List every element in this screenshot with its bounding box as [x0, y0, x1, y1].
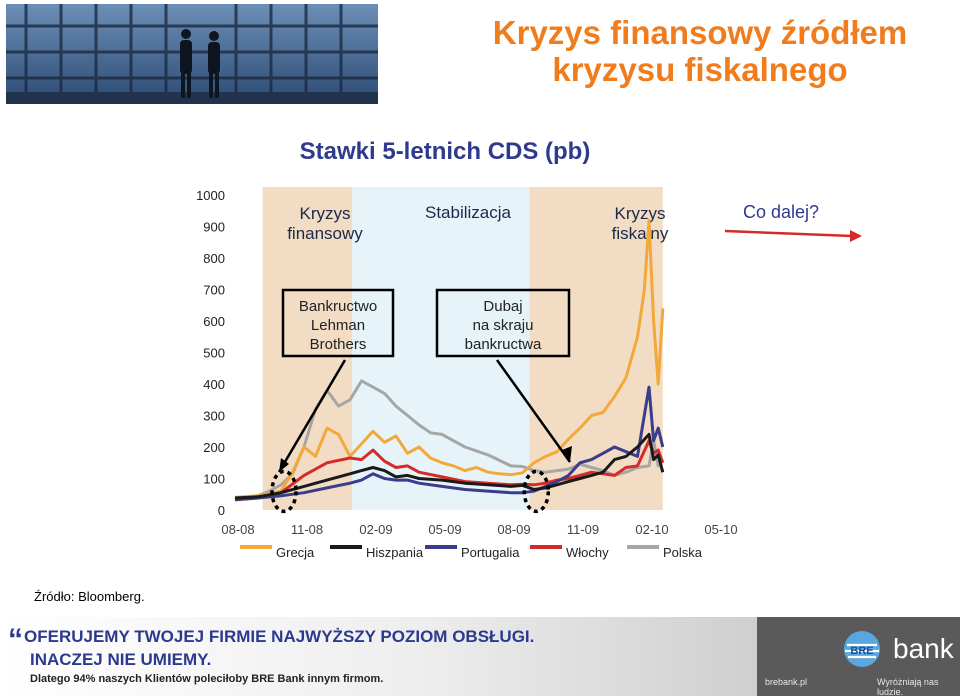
annotation-arrowhead	[562, 446, 572, 462]
annotation-arrow	[277, 359, 347, 473]
period-label-line: Kryzys	[615, 204, 666, 223]
series-line-portugalia	[234, 385, 665, 502]
period-label-line: finansowy	[287, 224, 363, 243]
annotation-text: Brothers	[310, 336, 367, 353]
next-label: Co dalej?	[724, 202, 862, 242]
series-lines	[234, 218, 665, 502]
annotation-0: Bankructwo Lehman Brothers	[270, 288, 395, 514]
quote-mark-icon: “	[8, 623, 23, 656]
legend-label: Hiszpania	[366, 545, 424, 560]
period-label-1: Stabilizacja	[425, 203, 512, 222]
header-photo	[6, 4, 378, 104]
y-tick-label: 0	[218, 503, 225, 518]
x-tick-label: 11-08	[291, 522, 323, 537]
annotation-arrowhead	[279, 458, 289, 472]
annotation-marker	[522, 469, 551, 514]
bank-slogan: Wyróżniają nas ludzie.	[877, 677, 939, 697]
annotation-text: Lehman	[311, 317, 365, 334]
ad-banner[interactable]: “ OFERUJEMY TWOJEJ FIRMIE NAJWYŻSZY POZI…	[0, 617, 960, 697]
annotation-1: Dubaj na skraju bankructwa	[435, 288, 572, 514]
y-tick-label: 500	[203, 346, 225, 361]
x-tick-label: 05-09	[428, 522, 461, 537]
source-note: Źródło: Bloomberg.	[34, 589, 145, 604]
annotation-text: Bankructwo	[299, 298, 377, 315]
series-line-włochy	[234, 439, 665, 502]
legend-entry-polska: Polska	[627, 545, 703, 560]
period-label-line: Kryzys	[300, 204, 351, 223]
y-tick-label: 1000	[196, 188, 225, 203]
bre-globe-icon: BRE	[844, 631, 880, 667]
svg-text:BRE: BRE	[850, 645, 873, 657]
bank-logo-word: bank	[893, 633, 954, 664]
annotation-box	[435, 288, 571, 358]
period-label-line: Stabilizacja	[425, 203, 512, 222]
y-tick-label: 300	[203, 409, 225, 424]
ad-subheadline: INACZEJ NIE UMIEMY.	[30, 650, 212, 669]
legend-label: Polska	[663, 545, 703, 560]
y-tick-label: 600	[203, 314, 225, 329]
ad-note: Dlatego 94% naszych Klientów poleciłoby …	[30, 673, 384, 685]
bank-logo-panel: BRE bank brebank.pl Wyróżniają nas ludzi…	[757, 617, 960, 697]
y-tick-label: 800	[203, 251, 225, 266]
annotation-text: bankructwa	[465, 336, 542, 353]
y-tick-label: 400	[203, 377, 225, 392]
next-label-text: Co dalej?	[743, 202, 819, 222]
office-photo-image	[6, 4, 378, 104]
series-line-grecja	[234, 218, 665, 499]
x-tick-label: 02-09	[359, 522, 392, 537]
legend-label: Grecja	[276, 545, 315, 560]
next-arrowhead	[850, 230, 862, 242]
legend-label: Portugalia	[461, 545, 520, 560]
x-tick-label: 08-08	[221, 522, 254, 537]
annotation-arrow	[495, 359, 572, 463]
period-band-1	[352, 187, 530, 510]
y-tick-label: 900	[203, 220, 225, 235]
next-arrow-line	[724, 229, 853, 238]
y-axis: 0 100 200 300 400 500 600 700 800 900 1000	[196, 188, 225, 518]
legend: Grecja Hiszpania Portugalia Włochy Polska	[240, 545, 703, 560]
legend-label: Włochy	[566, 545, 609, 560]
annotation-marker	[270, 469, 298, 514]
chart-title: Stawki 5-letnich CDS (pb)	[299, 138, 591, 165]
annotation-box	[281, 288, 395, 358]
period-label-line: fiskalny	[612, 224, 669, 243]
legend-entry-grecja: Grecja	[240, 545, 315, 560]
ad-text-panel: “ OFERUJEMY TWOJEJ FIRMIE NAJWYŻSZY POZI…	[0, 617, 757, 696]
y-tick-label: 200	[203, 440, 225, 455]
legend-entry-hiszpania: Hiszpania	[330, 545, 424, 560]
legend-entry-włochy: Włochy	[530, 545, 609, 560]
y-tick-label: 100	[203, 472, 225, 487]
page-title: Kryzys finansowy źródłem kryzysu fiskaln…	[492, 14, 908, 88]
bank-url: brebank.pl	[765, 677, 808, 687]
annotation-text: na skraju	[473, 317, 534, 334]
legend-entry-portugalia: Portugalia	[425, 545, 520, 560]
ad-headline: OFERUJEMY TWOJEJ FIRMIE NAJWYŻSZY POZIOM…	[24, 627, 535, 646]
period-band-0	[262, 187, 353, 510]
series-line-hiszpania	[234, 432, 665, 500]
x-axis: 08-08 11-08 02-09 05-09 08-09 11-09 02-10 05-10	[221, 522, 737, 537]
annotations: Bankructwo Lehman Brothers Dubaj na skraju ba…	[270, 202, 862, 514]
y-tick-label: 700	[203, 283, 225, 298]
x-tick-label: 11-09	[567, 522, 599, 537]
x-tick-label: 08-09	[497, 522, 530, 537]
x-tick-label: 05-10	[704, 522, 737, 537]
x-tick-label: 02-10	[635, 522, 668, 537]
annotation-text: Dubaj	[483, 298, 522, 315]
